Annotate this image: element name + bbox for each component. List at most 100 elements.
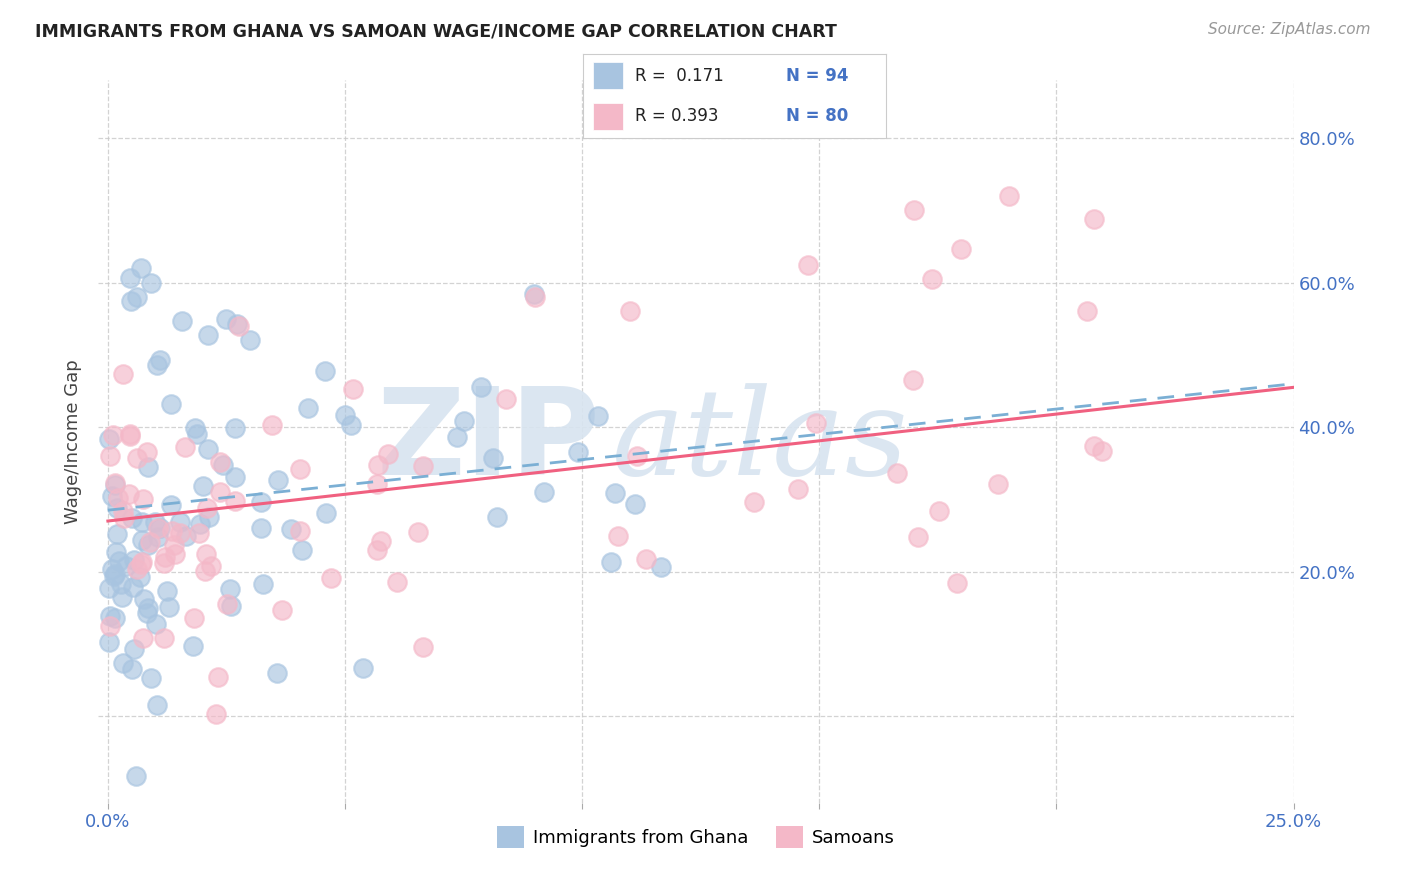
Point <box>352 661 374 675</box>
Point <box>183 640 205 654</box>
Point <box>125 769 148 783</box>
Point <box>901 373 924 387</box>
Point <box>105 526 128 541</box>
Point <box>105 501 128 516</box>
Point <box>186 427 208 442</box>
Point <box>138 538 160 552</box>
Point <box>157 599 180 614</box>
Point <box>370 533 392 548</box>
Point <box>207 670 229 684</box>
Point <box>1091 443 1114 458</box>
Point <box>160 397 183 411</box>
Point <box>314 364 336 378</box>
Point <box>174 440 197 454</box>
Point <box>603 485 626 500</box>
Point <box>367 458 389 472</box>
Point <box>146 359 169 373</box>
Point <box>250 494 273 508</box>
Bar <box>592 103 623 130</box>
Point <box>121 511 143 525</box>
Point <box>221 599 243 613</box>
Point <box>742 494 765 508</box>
Point <box>136 601 159 615</box>
Point <box>131 558 153 572</box>
Bar <box>592 62 623 89</box>
Point <box>406 524 429 539</box>
Point <box>453 413 475 427</box>
Point <box>366 543 388 558</box>
Point <box>319 571 342 585</box>
Point <box>208 454 231 468</box>
Point <box>907 530 929 544</box>
Point <box>197 442 219 456</box>
Point <box>787 482 810 496</box>
Point <box>104 611 127 625</box>
Point <box>125 562 148 576</box>
Point <box>156 583 179 598</box>
Point <box>806 416 828 430</box>
Point <box>1083 439 1105 453</box>
Point <box>271 603 294 617</box>
Point <box>169 526 191 541</box>
Point <box>194 564 217 578</box>
Point <box>111 590 134 604</box>
Point <box>112 368 135 382</box>
Point <box>146 530 169 544</box>
Point <box>262 418 284 433</box>
Point <box>219 582 242 596</box>
Text: R = 0.393: R = 0.393 <box>636 107 718 125</box>
Point <box>586 409 609 424</box>
Point <box>165 547 187 561</box>
Point <box>104 567 127 582</box>
Point <box>495 392 517 406</box>
Point <box>650 560 672 574</box>
Point <box>145 698 167 713</box>
Point <box>101 489 124 503</box>
Point <box>928 503 950 517</box>
Point <box>288 524 311 539</box>
Point <box>224 494 246 508</box>
Point <box>111 656 134 670</box>
Point <box>112 510 135 524</box>
Point <box>215 597 238 611</box>
Point <box>485 509 508 524</box>
Point <box>129 261 152 276</box>
Point <box>533 485 555 500</box>
Point <box>172 314 194 328</box>
Point <box>139 671 162 685</box>
Point <box>412 640 434 655</box>
Point <box>98 608 121 623</box>
Point <box>280 522 302 536</box>
Point <box>945 575 967 590</box>
Point <box>619 304 641 318</box>
Point <box>108 554 131 568</box>
Point <box>139 276 162 290</box>
Point <box>523 286 546 301</box>
Point <box>183 611 205 625</box>
Point <box>470 380 492 394</box>
Point <box>226 318 249 332</box>
Point <box>131 515 153 529</box>
Point <box>97 582 120 596</box>
Point <box>110 577 132 591</box>
Point <box>224 421 246 435</box>
Point <box>205 706 228 721</box>
Point <box>193 479 215 493</box>
Point <box>523 290 546 304</box>
Point <box>132 491 155 506</box>
Point <box>160 498 183 512</box>
Point <box>290 461 312 475</box>
Point <box>342 382 364 396</box>
Text: R =  0.171: R = 0.171 <box>636 67 724 85</box>
Point <box>125 450 148 465</box>
Point <box>145 616 167 631</box>
Point <box>1083 212 1105 227</box>
Point <box>215 311 238 326</box>
Point <box>600 555 623 569</box>
Point <box>104 545 127 559</box>
Point <box>162 538 184 552</box>
Point <box>169 515 191 529</box>
Point <box>132 632 155 646</box>
Point <box>118 487 141 501</box>
Point <box>101 428 124 442</box>
